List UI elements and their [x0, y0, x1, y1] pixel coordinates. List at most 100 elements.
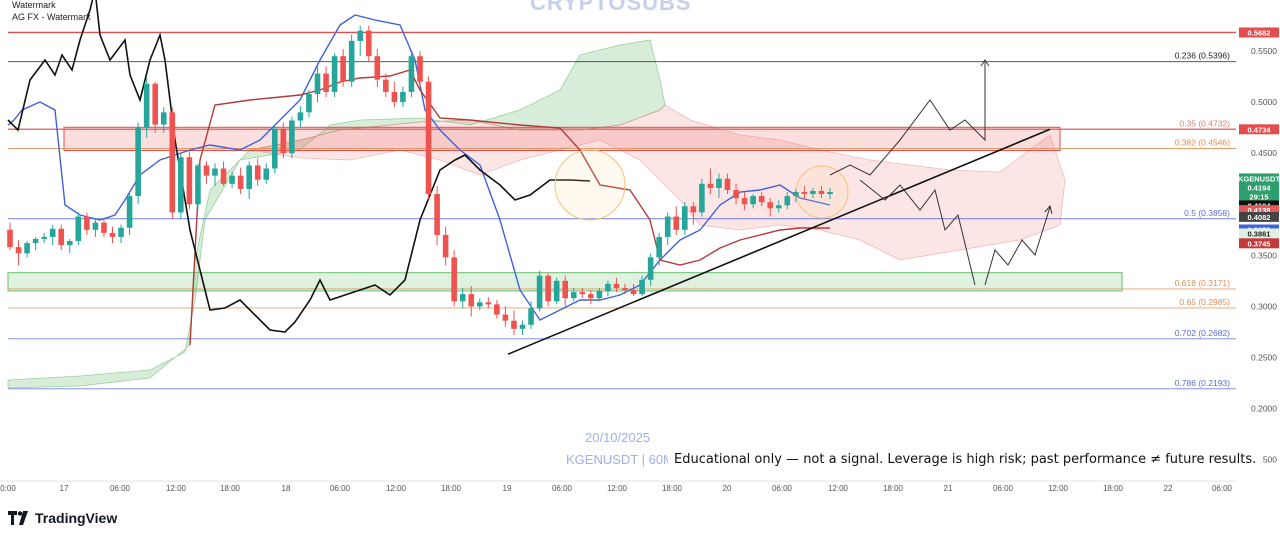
candle-body-94	[810, 190, 816, 195]
candle-body-0	[7, 229, 13, 248]
x-tick-9: 19	[503, 484, 512, 493]
candle-body-88	[758, 196, 765, 203]
x-tick-18: 06:00	[993, 484, 1014, 493]
candle-body-41	[357, 30, 364, 41]
x-tick-11: 12:00	[607, 484, 628, 493]
candle-body-16	[143, 83, 150, 128]
candle-body-57	[494, 304, 500, 315]
time-axis: 0:00 17 06:00 12:00 18:00 18 06:00 12:00 18:00 19…	[0, 480, 1236, 493]
candle-body-21	[186, 157, 193, 205]
candle-body-27	[237, 175, 244, 189]
x-tick-2: 06:00	[110, 484, 131, 493]
x-tick-13: 20	[723, 484, 732, 493]
candle-body-67	[579, 292, 586, 295]
black-line	[7, 0, 591, 333]
y-tick-5: 0.3000	[1251, 301, 1277, 311]
price-chart[interactable]: 0.236 (0.5396) 0.35 (0.4732) 0.382 (0.4546…	[0, 0, 1280, 500]
candle-body-53	[459, 294, 466, 302]
price-label-bg-4	[1239, 191, 1279, 202]
x-tick-4: 18:00	[220, 484, 241, 493]
x-tick-22: 06:00	[1212, 484, 1233, 493]
watermark-line-2: AG FX - Watermark	[12, 12, 91, 22]
candle-body-63	[545, 275, 551, 302]
price-label-1: 0.4734	[1248, 125, 1272, 134]
candle-body-81	[699, 183, 705, 213]
candle-body-68	[588, 294, 594, 299]
highlight-circle-1	[554, 149, 626, 221]
x-tick-20: 18:00	[1103, 484, 1124, 493]
fib-label-2: 0.382 (0.4546)	[1175, 137, 1230, 147]
candle-body-74	[639, 279, 645, 295]
candle-body-40	[348, 40, 355, 82]
candle-body-79	[681, 206, 688, 230]
x-tick-5: 18	[282, 484, 291, 493]
x-tick-17: 21	[944, 484, 953, 493]
candle-body-24	[212, 168, 218, 176]
candle-body-45	[391, 91, 398, 103]
watermark-symbol: KGENUSDT | 60M	[566, 452, 674, 467]
x-tick-21: 22	[1164, 484, 1173, 493]
resistance-zone	[63, 126, 1061, 151]
fib-label-0: 0.236 (0.5396)	[1175, 51, 1230, 61]
price-label-bg-6	[1239, 205, 1279, 216]
candle-body-18	[160, 112, 167, 125]
price-label-9: 0.3861	[1248, 229, 1271, 238]
candle-body-49	[425, 81, 432, 195]
price-label-10: 0.3745	[1248, 239, 1271, 248]
candle-body-90	[775, 205, 782, 209]
candle-body-55	[476, 302, 483, 307]
candle-body-80	[690, 206, 697, 213]
candle-body-71	[613, 283, 620, 288]
candle-body-36	[314, 73, 321, 94]
candle-body-43	[374, 56, 381, 80]
fib-label-5: 0.65 (0.2985)	[1179, 297, 1230, 307]
price-label-3: 0.4194	[1248, 183, 1272, 192]
y-tick-0: 0.5500	[1251, 46, 1277, 56]
x-tick-12: 18:00	[662, 484, 683, 493]
candle-body-89	[767, 202, 774, 209]
candle-body-13	[118, 227, 124, 237]
candle-body-28	[246, 165, 252, 189]
fib-label-1: 0.35 (0.4732)	[1179, 118, 1230, 128]
price-label-bg-9	[1239, 228, 1279, 239]
candle-body-1	[15, 247, 22, 254]
x-tick-10: 06:00	[552, 484, 573, 493]
candle-body-91	[784, 196, 791, 206]
price-label-7: 0.4082	[1248, 213, 1271, 222]
candle-body-42	[365, 30, 372, 57]
candle-body-77	[664, 216, 671, 237]
candle-body-7	[66, 241, 73, 246]
x-tick-14: 06:00	[772, 484, 793, 493]
candle-body-26	[229, 175, 235, 184]
trendline	[507, 128, 1051, 355]
x-tick-16: 18:00	[883, 484, 904, 493]
x-tick-19: 12:00	[1048, 484, 1069, 493]
candle-body-58	[502, 314, 509, 321]
y-tick-1: 0.5000	[1251, 97, 1277, 107]
candle-body-25	[220, 168, 227, 184]
candle-body-95	[818, 190, 825, 195]
candle-body-30	[263, 168, 270, 180]
candle-body-31	[271, 128, 278, 169]
candle-body-85	[733, 189, 739, 199]
candle-body-78	[673, 216, 680, 230]
candle-body-82	[707, 183, 714, 188]
candle-body-51	[442, 234, 449, 258]
price-axis: 0.55000.50000.45000.40000.35000.30000.25…	[1236, 0, 1280, 480]
candle-body-22	[195, 165, 201, 205]
x-tick-0: 0:00	[0, 484, 16, 493]
candle-body-15	[135, 127, 141, 197]
price-label-bg-3	[1239, 182, 1279, 193]
price-label-bg-0	[1239, 27, 1279, 38]
candle-body-6	[58, 228, 65, 246]
candle-body-5	[49, 228, 56, 237]
candle-body-50	[434, 194, 440, 235]
cloud-green	[7, 39, 666, 389]
candle-body-34	[297, 112, 304, 121]
candle-body-52	[451, 257, 457, 302]
candle-body-14	[126, 196, 133, 228]
candle-body-64	[553, 280, 560, 302]
candle-body-20	[178, 157, 184, 213]
tradingview-logo[interactable]: TradingView	[8, 510, 117, 526]
candle-body-35	[306, 93, 312, 113]
